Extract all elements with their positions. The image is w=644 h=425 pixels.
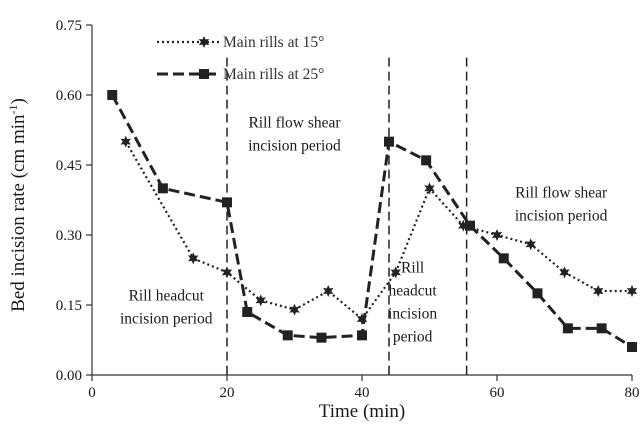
data-point-series-2 <box>465 220 475 231</box>
annotation-line: incision period <box>120 310 213 327</box>
data-point-series-1 <box>289 303 300 316</box>
y-tick-label: 0.45 <box>56 158 82 174</box>
series-lines <box>107 90 638 352</box>
y-tick-label: 0.00 <box>56 368 82 384</box>
y-tick-label: 0.30 <box>56 228 82 244</box>
data-point-series-1 <box>188 252 199 265</box>
x-axis-title: Time (min) <box>319 401 405 422</box>
annotation-line: incision period <box>515 208 608 225</box>
annotation-4: Rill flow shear incision period <box>515 185 608 225</box>
y-tick-label: 0.60 <box>56 88 82 104</box>
annotation-3: Rill headcut incision period <box>388 259 437 345</box>
data-point-series-1 <box>390 266 401 279</box>
annotation-line: Rill <box>401 259 424 276</box>
annotation-line: incision period <box>248 138 341 155</box>
data-point-series-2 <box>107 90 118 100</box>
data-point-series-1 <box>626 285 638 297</box>
data-point-series-1 <box>458 219 469 232</box>
data-point-series-1 <box>356 313 368 325</box>
annotation-2: Rill headcut incision period <box>120 287 213 327</box>
data-point-series-1 <box>424 182 435 195</box>
y-tick-label: 0.15 <box>56 298 82 314</box>
annotation-line: Rill headcut <box>129 287 205 304</box>
data-point-series-2 <box>157 183 168 194</box>
data-point-series-2 <box>316 332 327 343</box>
data-point-series-2 <box>222 197 232 208</box>
period-dividers <box>226 57 468 375</box>
data-point-series-1 <box>120 135 131 148</box>
data-point-series-2 <box>596 323 607 334</box>
data-point-series-1 <box>559 266 570 279</box>
annotation-line: incision <box>388 305 437 322</box>
annotation-line: Rill flow shear <box>248 115 341 132</box>
data-point-series-1 <box>491 229 503 241</box>
legend-marker-1 <box>198 36 210 48</box>
annotation-1: Rill flow shear incision period <box>248 115 341 155</box>
legend-label-1: Main rills at 15° <box>223 34 324 51</box>
x-tick-label: 80 <box>625 385 640 401</box>
x-tick-label: 20 <box>220 385 235 401</box>
data-point-series-2 <box>357 330 367 341</box>
y-axis-title-superscript: -1 <box>6 104 20 114</box>
x-tick-label: 0 <box>88 385 96 401</box>
data-point-series-2 <box>627 342 637 352</box>
data-point-series-1 <box>221 266 233 279</box>
legend-label-2: Main rills at 25° <box>223 66 324 83</box>
data-point-series-1 <box>593 285 604 297</box>
y-axis-title: Bed incision rate (cm min-1) <box>6 98 29 312</box>
data-point-series-2 <box>282 330 293 341</box>
annotation-line: period <box>393 328 433 345</box>
data-point-series-1 <box>323 285 334 297</box>
legend: Main rills at 15° Main rills at 25° <box>157 34 324 83</box>
data-point-series-1 <box>525 238 536 251</box>
x-tick-label: 60 <box>490 385 505 401</box>
data-point-series-1 <box>255 294 266 307</box>
legend-marker-2 <box>199 69 209 79</box>
y-axis-title-suffix: ) <box>8 98 29 104</box>
data-point-series-2 <box>498 253 509 264</box>
data-point-series-2 <box>384 136 394 147</box>
y-axis-title-main: Bed incision rate (cm min <box>8 114 29 312</box>
x-tick-label: 40 <box>355 385 370 401</box>
data-point-series-2 <box>242 307 253 317</box>
annotation-line: headcut <box>389 282 438 299</box>
axes: 0.00 0.15 0.30 0.45 0.60 0.75 0 20 40 60 80 <box>56 18 640 401</box>
data-point-series-2 <box>421 155 432 166</box>
y-tick-label: 0.75 <box>56 18 82 34</box>
data-point-series-2 <box>532 288 543 299</box>
data-point-series-2 <box>562 323 573 334</box>
annotation-line: Rill flow shear <box>515 185 608 202</box>
